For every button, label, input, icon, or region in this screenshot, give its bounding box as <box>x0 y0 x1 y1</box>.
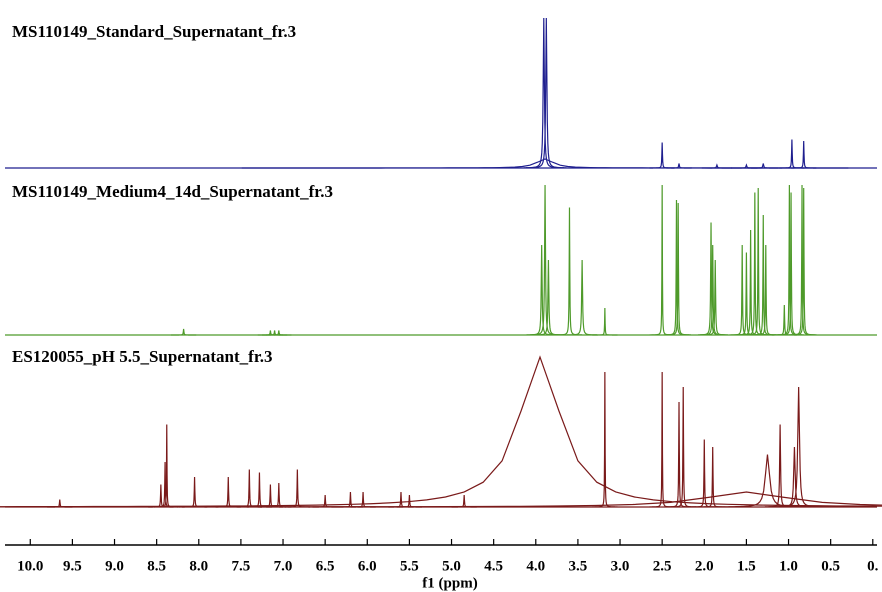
x-tick-label: 6.0 <box>358 558 377 574</box>
x-tick-label: 3.5 <box>569 558 588 574</box>
peak <box>592 371 618 508</box>
peak <box>523 17 565 169</box>
peak <box>649 371 675 508</box>
peak <box>649 184 675 336</box>
x-tick-label: 1.0 <box>779 558 798 574</box>
peak <box>215 476 241 508</box>
x-tick-label: 8.5 <box>147 558 166 574</box>
peak <box>665 163 693 169</box>
peak <box>778 192 804 336</box>
series-name: MS110149_Standard_Supernatant_fr.3 <box>12 22 296 41</box>
peak <box>284 469 310 508</box>
peak <box>526 17 567 169</box>
peak <box>148 484 174 508</box>
peak <box>396 494 423 508</box>
x-tick-label: 0. <box>867 558 879 574</box>
x-tick-label: 2.0 <box>695 558 714 574</box>
peak <box>181 476 208 508</box>
peak <box>592 307 618 336</box>
peak <box>663 199 690 336</box>
peak <box>526 244 557 336</box>
peak <box>170 328 197 336</box>
peak <box>47 499 73 508</box>
peak <box>789 184 815 336</box>
peak <box>649 142 675 169</box>
peak <box>0 491 882 508</box>
peak <box>698 222 724 336</box>
x-tick-label: 4.5 <box>484 558 503 574</box>
peak <box>529 184 561 336</box>
x-tick-label: 2.5 <box>653 558 672 574</box>
peak <box>566 259 598 336</box>
x-axis-label: f1 (ppm) <box>422 575 477 591</box>
peak <box>241 158 849 169</box>
peak <box>0 355 882 508</box>
x-tick-label: 9.5 <box>63 558 82 574</box>
peak <box>533 259 564 336</box>
peak <box>790 187 817 336</box>
x-tick-label: 4.0 <box>526 558 545 574</box>
peak <box>747 163 779 169</box>
x-tick-label: 7.0 <box>274 558 293 574</box>
peak <box>779 139 805 169</box>
peak <box>791 140 817 169</box>
peak <box>764 424 796 508</box>
x-tick-label: 0.5 <box>821 558 840 574</box>
x-tick-label: 7.5 <box>232 558 251 574</box>
peak <box>152 461 178 508</box>
peak <box>769 446 820 508</box>
peak <box>702 259 728 336</box>
series-name: MS110149_Medium4_14d_Supernatant_fr.3 <box>12 182 333 201</box>
x-tick-label: 3.0 <box>611 558 630 574</box>
peak <box>665 202 691 336</box>
x-tick-label: 9.0 <box>105 558 124 574</box>
x-tick-label: 10.0 <box>17 558 43 574</box>
x-tick-label: 8.0 <box>189 558 208 574</box>
peak <box>350 491 376 508</box>
peak <box>556 207 583 336</box>
x-tick-label: 5.5 <box>400 558 419 574</box>
series-name: ES120055_pH 5.5_Supernatant_fr.3 <box>12 347 273 366</box>
peak <box>266 330 292 336</box>
x-tick-label: 6.5 <box>316 558 335 574</box>
peak <box>691 454 844 508</box>
peak <box>670 386 696 508</box>
peak <box>261 330 288 336</box>
peak <box>666 401 692 508</box>
peak <box>776 184 803 336</box>
peak <box>154 424 180 508</box>
peak <box>701 163 733 169</box>
x-tick-label: 1.5 <box>737 558 756 574</box>
peak <box>312 494 338 508</box>
peak <box>768 386 829 508</box>
x-tick-label: 5.0 <box>442 558 461 574</box>
peak <box>451 494 477 508</box>
